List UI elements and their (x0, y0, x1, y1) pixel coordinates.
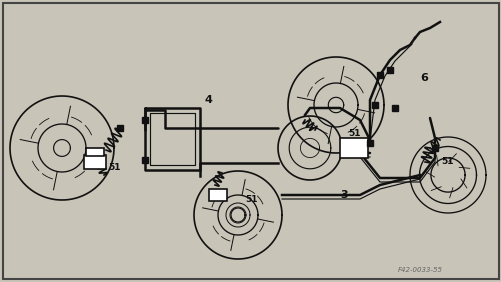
Text: 6: 6 (419, 73, 427, 83)
Text: 3: 3 (339, 190, 347, 200)
Text: F42-0033-55: F42-0033-55 (397, 267, 441, 273)
FancyBboxPatch shape (84, 155, 106, 169)
Text: 51: 51 (244, 195, 257, 204)
Text: 51: 51 (108, 164, 120, 173)
FancyBboxPatch shape (339, 138, 367, 158)
Text: 51: 51 (347, 129, 360, 138)
Text: 4: 4 (204, 95, 212, 105)
FancyBboxPatch shape (208, 189, 226, 201)
Text: 51: 51 (440, 158, 452, 166)
FancyBboxPatch shape (86, 148, 104, 156)
